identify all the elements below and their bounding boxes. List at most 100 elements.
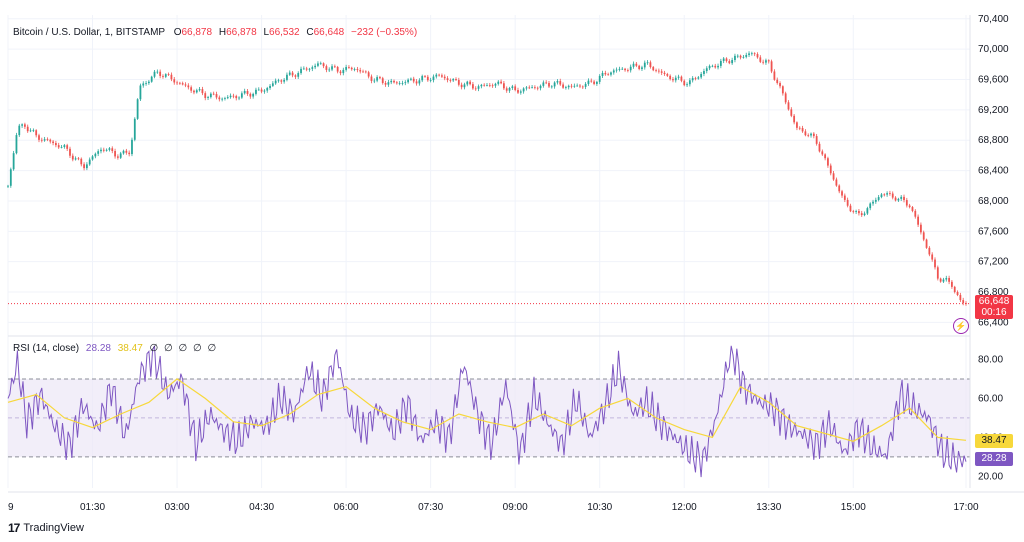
low-value: 66,532 [269,27,300,38]
candle-body [387,82,390,85]
candle-body [564,87,567,89]
candle-body [271,83,274,86]
hidden-value-3: ∅ [178,343,188,354]
candle-body [18,125,21,136]
candle-body [9,169,12,186]
candle-body [139,85,142,100]
candle-body [804,131,807,136]
time-tick-label: 04:30 [249,502,274,513]
candle-body [184,84,187,86]
candle-body [872,201,874,204]
candle-body [153,71,156,77]
grid-lines [7,15,970,488]
candle-body [827,158,829,166]
price-tick-label: 70,400 [978,14,1009,25]
candle-body [150,76,153,82]
candle-body [438,74,440,76]
candle-body [178,82,181,84]
candle-body [221,98,224,100]
candle-body [418,80,421,84]
candle-body [35,130,38,136]
candle-body [934,259,936,268]
tradingview-logo[interactable]: 17 TradingView [8,521,84,535]
candle-body [255,89,257,94]
candle-body [846,199,849,206]
rsi-tick-label: 20.00 [978,471,1003,482]
candle-body [889,193,891,194]
candle-body [159,71,162,76]
candle-body [734,55,736,61]
rsi-ma-line [7,378,967,442]
bar-countdown: 00:16 [981,307,1007,318]
candle-body [367,72,370,77]
candle-body [731,60,734,64]
candle-body [317,63,319,66]
candle-body [480,84,483,87]
candle-body [331,66,333,70]
candle-body [286,74,288,80]
candle-body [767,60,770,62]
candle-body [962,300,965,304]
candle-body [446,78,449,81]
lightning-icon[interactable]: ⚡ [953,318,969,334]
candle-body [587,80,590,84]
candle-body [410,78,412,80]
candle-body [69,148,71,156]
candle-body [750,53,753,55]
hidden-value-4: ∅ [193,343,202,354]
candle-body [85,164,88,169]
candle-body [111,148,114,152]
high-value: 66,878 [226,27,257,38]
candle-body [897,198,900,201]
candle-body [739,55,742,58]
candle-body [787,102,790,110]
candle-body [855,210,858,212]
candle-body [198,89,201,91]
candle-body [91,156,94,160]
axes: 9 01:30 03:00 04:30 06:00 07:30 09:00 10:30 12:0… [8,14,1024,513]
candle-body [125,150,128,153]
candle-body [703,71,705,74]
candle-body [877,197,880,200]
candle-body [421,76,424,81]
candle-body [207,97,209,98]
candle-body [429,80,432,81]
rsi-value-tag: 28.28 [975,452,1013,466]
candle-body [801,128,804,132]
candle-body [626,70,629,71]
candle-body [97,151,100,154]
candle-body [765,60,767,63]
rsi-band [8,378,970,458]
candle-body [686,84,688,86]
candle-body [232,95,235,97]
candle-body [322,63,325,67]
candle-body [697,77,700,79]
candle-body [66,145,69,149]
candle-body [618,68,621,70]
candle-body [257,89,260,91]
candle-body [931,254,934,260]
candle-body [790,109,793,116]
price-tick-label: 67,200 [978,257,1009,268]
candle-body [858,210,860,214]
candle-body [700,73,703,78]
candle-body [903,196,905,201]
candle-body [209,93,212,98]
brand-name: TradingView [23,522,84,534]
candle-body [542,82,545,86]
candle-body [779,83,781,87]
candle-body [266,88,269,91]
rsi-lines [7,345,967,478]
time-tick-label: 03:00 [165,502,190,513]
candle-body [705,68,708,72]
candle-body [362,71,364,73]
candle-body [297,73,300,77]
candle-body [187,85,190,88]
price-candles [7,51,967,306]
candle-body [539,85,542,89]
high-label: H [218,27,227,38]
candle-body [945,278,948,280]
candle-body [249,93,252,97]
candle-body [204,93,207,98]
